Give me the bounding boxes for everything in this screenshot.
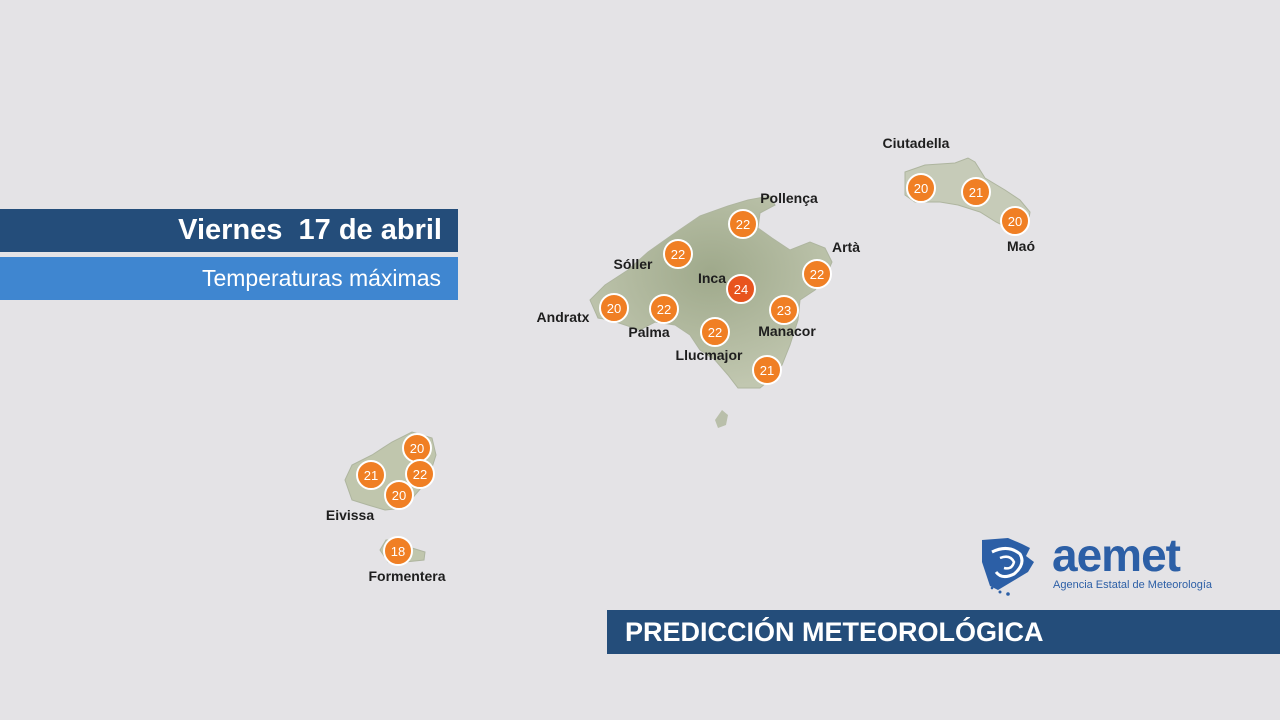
- temp-marker-palma: 22: [649, 294, 679, 324]
- program-label: PREDICCIÓN METEOROLÓGICA: [607, 610, 1280, 654]
- temp-marker-soller: 22: [663, 239, 693, 269]
- temp-marker-ciutadella: 20: [906, 173, 936, 203]
- temp-marker-manacor: 23: [769, 295, 799, 325]
- logo-wordmark: aemet: [1052, 529, 1181, 581]
- temp-value: 22: [708, 325, 722, 340]
- temp-marker-ses-salines: 21: [752, 355, 782, 385]
- place-label-ciutadella: Ciutadella: [883, 135, 950, 151]
- aemet-logo-icon: [982, 538, 1034, 596]
- place-label-formentera: Formentera: [368, 568, 445, 584]
- forecast-subtitle: Temperaturas máximas: [0, 257, 458, 300]
- temp-value: 20: [607, 301, 621, 316]
- temp-marker-mao: 20: [1000, 206, 1030, 236]
- date-title: Viernes 17 de abril: [0, 209, 458, 252]
- temp-marker-menorca-center: 21: [961, 177, 991, 207]
- temp-marker-ibiza-west: 21: [356, 460, 386, 490]
- place-label-palma: Palma: [628, 324, 669, 340]
- place-label-andratx: Andratx: [537, 309, 590, 325]
- temp-value: 23: [777, 303, 791, 318]
- place-label-mao: Maó: [1007, 238, 1035, 254]
- temp-value: 20: [410, 441, 424, 456]
- temp-value: 21: [364, 468, 378, 483]
- temp-marker-formentera: 18: [383, 536, 413, 566]
- logo-tagline: Agencia Estatal de Meteorología: [1053, 579, 1212, 591]
- temp-marker-eivissa: 20: [384, 480, 414, 510]
- temp-value: 20: [914, 181, 928, 196]
- temp-value: 18: [391, 544, 405, 559]
- temp-value: 22: [671, 247, 685, 262]
- temp-marker-inca: 24: [726, 274, 756, 304]
- place-label-eivissa: Eivissa: [326, 507, 374, 523]
- place-label-soller: Sóller: [614, 256, 653, 272]
- place-label-arta: Artà: [832, 239, 860, 255]
- temp-value: 20: [1008, 214, 1022, 229]
- aemet-logo: aemet Agencia Estatal de Meteorología: [978, 529, 1218, 596]
- place-label-inca: Inca: [698, 270, 726, 286]
- place-label-pollenca: Pollença: [760, 190, 818, 206]
- temp-marker-andratx: 20: [599, 293, 629, 323]
- place-label-manacor: Manacor: [758, 323, 816, 339]
- temp-value: 20: [392, 488, 406, 503]
- temp-value: 22: [413, 467, 427, 482]
- cabrera-island: [715, 410, 728, 428]
- temp-marker-pollenca: 22: [728, 209, 758, 239]
- temp-marker-ibiza-east: 22: [405, 459, 435, 489]
- temp-marker-llucmajor: 22: [700, 317, 730, 347]
- temp-marker-ibiza-north: 20: [402, 433, 432, 463]
- temp-value: 21: [969, 185, 983, 200]
- temp-marker-arta: 22: [802, 259, 832, 289]
- temp-value: 22: [657, 302, 671, 317]
- temp-value: 24: [734, 282, 748, 297]
- place-label-llucmajor: Llucmajor: [676, 347, 743, 363]
- temp-value: 22: [736, 217, 750, 232]
- temp-value: 22: [810, 267, 824, 282]
- temp-value: 21: [760, 363, 774, 378]
